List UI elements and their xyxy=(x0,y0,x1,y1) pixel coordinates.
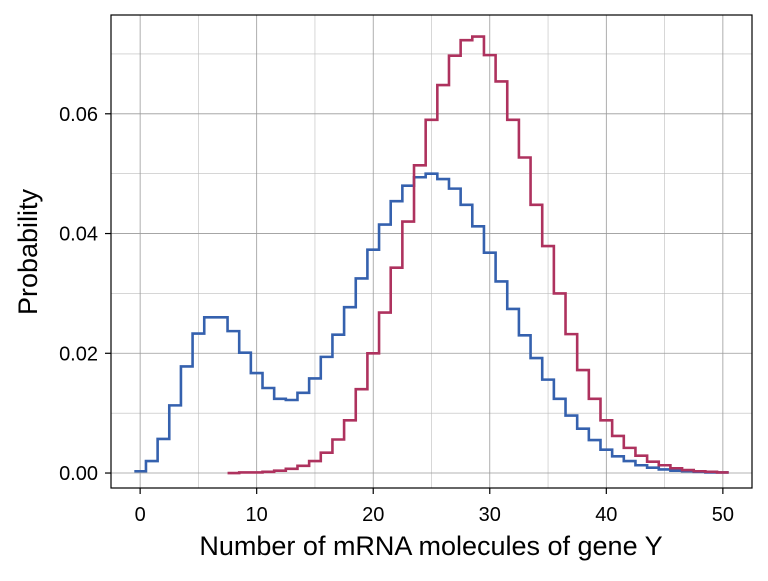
x-tick-label: 20 xyxy=(362,504,384,526)
axes: 0 10 20 30 40 50 0.00 0.02 0.04 0.06 xyxy=(59,104,734,526)
grid-lines xyxy=(111,15,752,488)
series-2-step-line xyxy=(227,35,729,475)
x-tick-label: 30 xyxy=(479,504,501,526)
y-tick-label: 0.04 xyxy=(59,224,98,246)
x-axis-label: Number of mRNA molecules of gene Y xyxy=(199,531,662,561)
plot-frame xyxy=(110,14,753,489)
y-tick-label: 0.06 xyxy=(59,104,98,126)
x-tick-label: 0 xyxy=(135,504,146,526)
y-axis-label: Probability xyxy=(13,188,43,315)
data-series xyxy=(134,35,729,475)
series-1-step-line xyxy=(134,172,729,474)
x-tick-label: 10 xyxy=(246,504,268,526)
y-tick-label: 0.00 xyxy=(59,463,98,485)
x-tick-label: 50 xyxy=(712,504,734,526)
y-tick-label: 0.02 xyxy=(59,343,98,365)
x-tick-label: 40 xyxy=(595,504,617,526)
